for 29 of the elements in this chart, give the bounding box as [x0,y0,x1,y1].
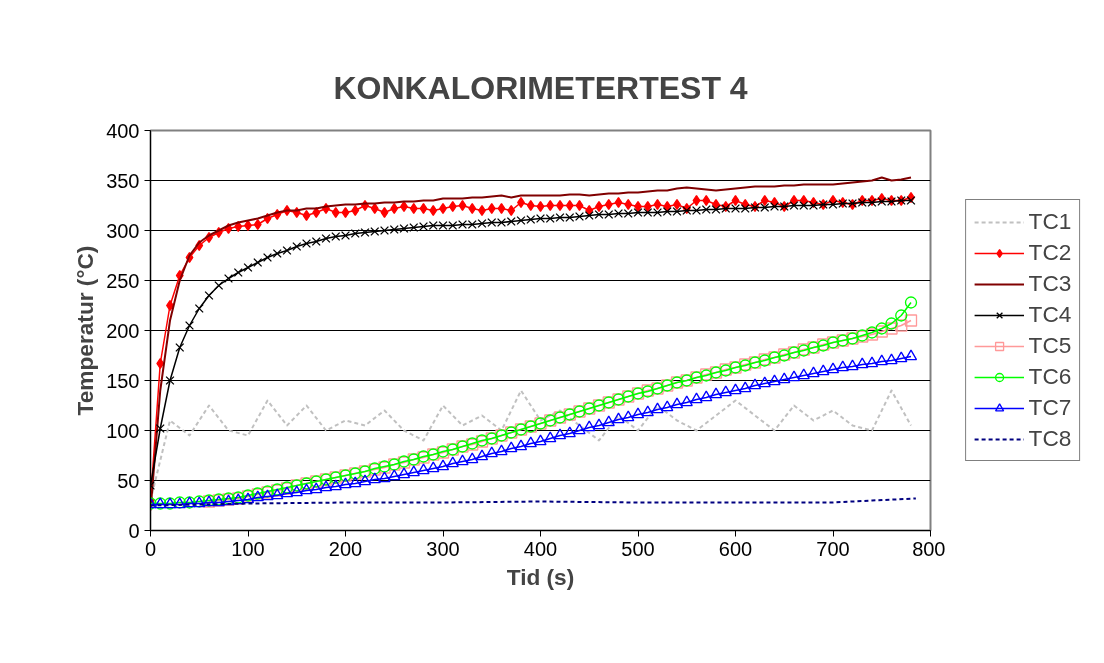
x-tick-label: 800 [912,537,946,560]
y-tick-label: 0 [128,519,140,542]
y-tick-label: 400 [106,119,140,142]
x-tick-label: 400 [523,537,558,560]
x-tick-label: 200 [328,537,363,560]
x-axis-title: Tid (s) [506,563,575,590]
x-tick-label: 300 [426,537,460,560]
legend-label: TC8 [1028,425,1072,452]
y-tick-label: 150 [106,369,140,392]
x-tick-label: 100 [231,537,265,560]
x-tick-label: 600 [718,537,753,560]
legend-label: TC2 [1028,239,1072,266]
legend-label: TC5 [1028,332,1072,359]
chart-title: KONKALORIMETERTEST 4 [333,69,748,106]
y-tick-label: 250 [106,269,140,292]
legend-label: TC3 [1028,270,1072,297]
legend-label: TC4 [1028,301,1072,328]
legend-label: TC7 [1028,394,1072,421]
legend-label: TC6 [1028,363,1072,390]
legend-label: TC1 [1028,208,1072,235]
y-axis-title: Temperatur (°C) [72,245,99,416]
y-tick-label: 300 [106,219,140,242]
y-tick-label: 100 [106,419,140,442]
x-tick-label: 500 [621,537,655,560]
x-tick-label: 0 [144,537,157,560]
y-tick-label: 50 [117,469,140,492]
y-tick-label: 350 [106,169,140,192]
x-tick-label: 700 [816,537,850,560]
y-tick-label: 200 [106,319,140,342]
